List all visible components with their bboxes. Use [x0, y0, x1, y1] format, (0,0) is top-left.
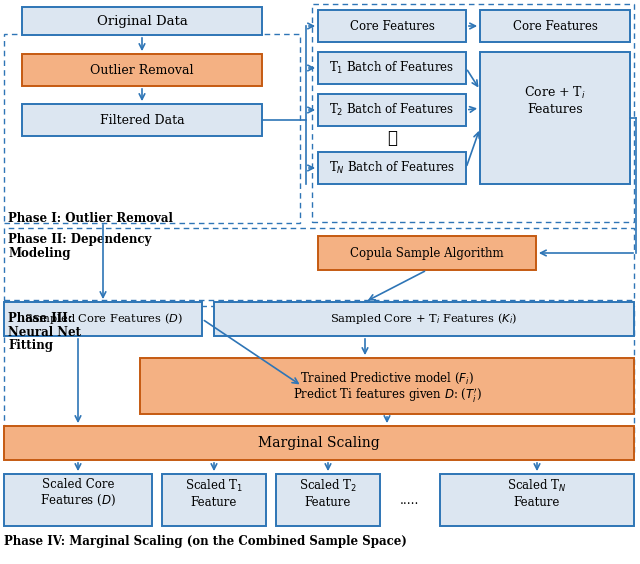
- Bar: [4, 228, 634, 300]
- Text: T$_2$ Batch of Features: T$_2$ Batch of Features: [330, 102, 454, 118]
- Text: Phase IV: Marginal Scaling (on the Combined Sample Space): Phase IV: Marginal Scaling (on the Combi…: [4, 535, 407, 549]
- FancyBboxPatch shape: [318, 152, 466, 184]
- Text: Core Features: Core Features: [513, 20, 597, 33]
- Text: Neural Net: Neural Net: [8, 325, 81, 338]
- Text: .....: .....: [400, 494, 420, 506]
- Text: ⋮: ⋮: [387, 130, 397, 147]
- Text: Sampled Core + T$_i$ Features ($K_i$): Sampled Core + T$_i$ Features ($K_i$): [330, 311, 518, 327]
- FancyBboxPatch shape: [276, 474, 380, 526]
- Text: Modeling: Modeling: [8, 248, 70, 261]
- FancyBboxPatch shape: [140, 358, 634, 414]
- Text: Trained Predictive model ($F_i$): Trained Predictive model ($F_i$): [300, 371, 474, 386]
- FancyBboxPatch shape: [4, 426, 634, 460]
- Text: Scaled T$_1$
Feature: Scaled T$_1$ Feature: [185, 478, 243, 509]
- Text: Core Features: Core Features: [349, 20, 435, 33]
- Bar: [312, 4, 634, 222]
- FancyBboxPatch shape: [4, 474, 152, 526]
- Text: Phase I: Outlier Removal: Phase I: Outlier Removal: [8, 212, 173, 224]
- FancyBboxPatch shape: [440, 474, 634, 526]
- Text: Outlier Removal: Outlier Removal: [90, 64, 194, 77]
- FancyBboxPatch shape: [214, 302, 634, 336]
- FancyBboxPatch shape: [318, 10, 466, 42]
- FancyBboxPatch shape: [4, 302, 202, 336]
- Text: Fitting: Fitting: [8, 340, 53, 352]
- FancyBboxPatch shape: [318, 52, 466, 84]
- Text: T$_N$ Batch of Features: T$_N$ Batch of Features: [329, 160, 455, 176]
- Text: Marginal Scaling: Marginal Scaling: [258, 436, 380, 450]
- Text: Filtered Data: Filtered Data: [100, 113, 184, 126]
- Text: Predict Ti features given $D$: ($T_i'$): Predict Ti features given $D$: ($T_i'$): [292, 387, 481, 405]
- FancyBboxPatch shape: [480, 10, 630, 42]
- FancyBboxPatch shape: [22, 104, 262, 136]
- FancyBboxPatch shape: [22, 7, 262, 35]
- Bar: [4, 34, 300, 223]
- FancyBboxPatch shape: [318, 236, 536, 270]
- Text: Phase III:: Phase III:: [8, 311, 72, 324]
- Text: Scaled T$_N$
Feature: Scaled T$_N$ Feature: [508, 478, 567, 509]
- FancyBboxPatch shape: [162, 474, 266, 526]
- Text: Core + T$_i$
Features: Core + T$_i$ Features: [524, 85, 586, 116]
- Text: Copula Sample Algorithm: Copula Sample Algorithm: [350, 246, 504, 259]
- Text: Sampled Core Features ($D$): Sampled Core Features ($D$): [24, 311, 182, 327]
- Text: T$_1$ Batch of Features: T$_1$ Batch of Features: [330, 60, 454, 76]
- Text: Scaled Core
Features ($D$): Scaled Core Features ($D$): [40, 478, 116, 508]
- Text: Original Data: Original Data: [97, 15, 188, 28]
- FancyBboxPatch shape: [480, 52, 630, 184]
- FancyBboxPatch shape: [318, 94, 466, 126]
- Text: Scaled T$_2$
Feature: Scaled T$_2$ Feature: [299, 478, 357, 509]
- Text: Phase II: Dependency: Phase II: Dependency: [8, 233, 152, 246]
- Bar: [4, 306, 634, 454]
- FancyBboxPatch shape: [22, 54, 262, 86]
